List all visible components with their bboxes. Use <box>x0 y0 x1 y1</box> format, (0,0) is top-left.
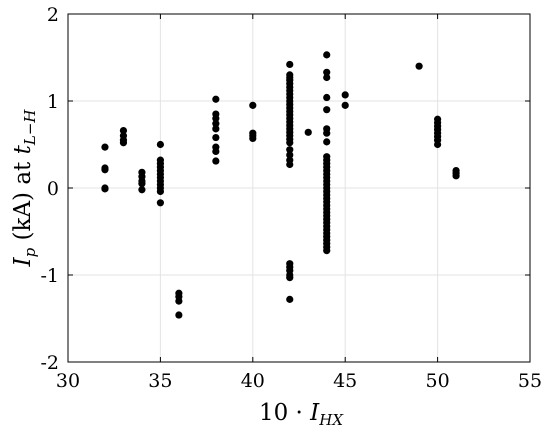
x-axis-label: 10 · IHX <box>259 400 344 429</box>
data-point <box>415 62 423 70</box>
data-point <box>156 140 164 149</box>
data-point <box>323 247 331 255</box>
x-tick-label: 45 <box>333 370 357 392</box>
data-point <box>286 274 294 282</box>
data-point <box>323 129 331 137</box>
data-points <box>101 51 460 319</box>
tick-marks <box>67 13 531 363</box>
data-point <box>323 51 331 59</box>
y-tick-label: 2 <box>47 4 59 26</box>
y-axis-label-middle: (kA) at <box>10 154 36 247</box>
y-axis-label-variable: I <box>10 256 36 267</box>
data-point <box>156 199 164 207</box>
data-point <box>249 101 257 109</box>
data-point <box>452 172 460 180</box>
x-tick-label: 40 <box>241 370 265 392</box>
data-point <box>101 185 109 193</box>
data-point <box>119 139 128 147</box>
y-tick-label: -1 <box>40 265 59 287</box>
data-point <box>175 311 183 319</box>
y-axis-tick-labels: -2 -1 0 1 2 <box>40 4 59 374</box>
data-point <box>212 125 220 133</box>
x-tick-label: 50 <box>426 370 450 392</box>
data-point <box>323 93 331 102</box>
x-tick-label: 30 <box>56 370 80 392</box>
data-point <box>175 297 183 305</box>
data-point <box>434 140 442 149</box>
data-point <box>138 180 146 188</box>
data-point <box>323 68 331 76</box>
data-point <box>101 143 109 151</box>
data-point <box>341 101 349 109</box>
data-point <box>212 95 220 103</box>
data-point <box>119 126 128 135</box>
data-point <box>212 114 220 122</box>
x-axis-label-prefix: 10 · <box>259 400 310 426</box>
data-point <box>341 91 349 99</box>
y-tick-label: 1 <box>47 91 59 113</box>
data-point <box>212 157 220 165</box>
x-axis-tick-labels: 30 35 40 45 50 55 <box>56 370 542 392</box>
data-point <box>286 151 294 159</box>
y-tick-label: -2 <box>40 352 59 374</box>
data-point <box>286 160 294 169</box>
data-point <box>212 120 220 128</box>
y-tick-label: 0 <box>47 178 59 200</box>
data-point <box>286 146 294 154</box>
y-axis-label: Ip (kA) at tL−H <box>10 109 39 268</box>
data-point <box>212 147 220 156</box>
x-axis-label-variable: I <box>309 400 320 426</box>
y-axis-label-subscript-p: p <box>21 247 39 257</box>
x-axis-label-subscript: HX <box>318 411 344 429</box>
data-point <box>323 73 331 82</box>
data-point <box>156 187 164 196</box>
data-point <box>212 133 220 142</box>
y-axis-label-time: t <box>10 144 36 154</box>
data-point <box>323 106 331 114</box>
data-point <box>249 134 257 143</box>
x-tick-label: 55 <box>518 370 542 392</box>
data-point <box>286 60 294 69</box>
x-tick-label: 35 <box>148 370 172 392</box>
data-point <box>101 166 109 174</box>
data-point <box>286 139 294 147</box>
data-point <box>304 128 312 136</box>
data-point <box>286 295 294 303</box>
y-axis-label-subscript-lh: L−H <box>21 109 39 147</box>
data-point <box>138 186 146 194</box>
grid-lines <box>67 13 531 363</box>
data-point <box>323 138 331 146</box>
